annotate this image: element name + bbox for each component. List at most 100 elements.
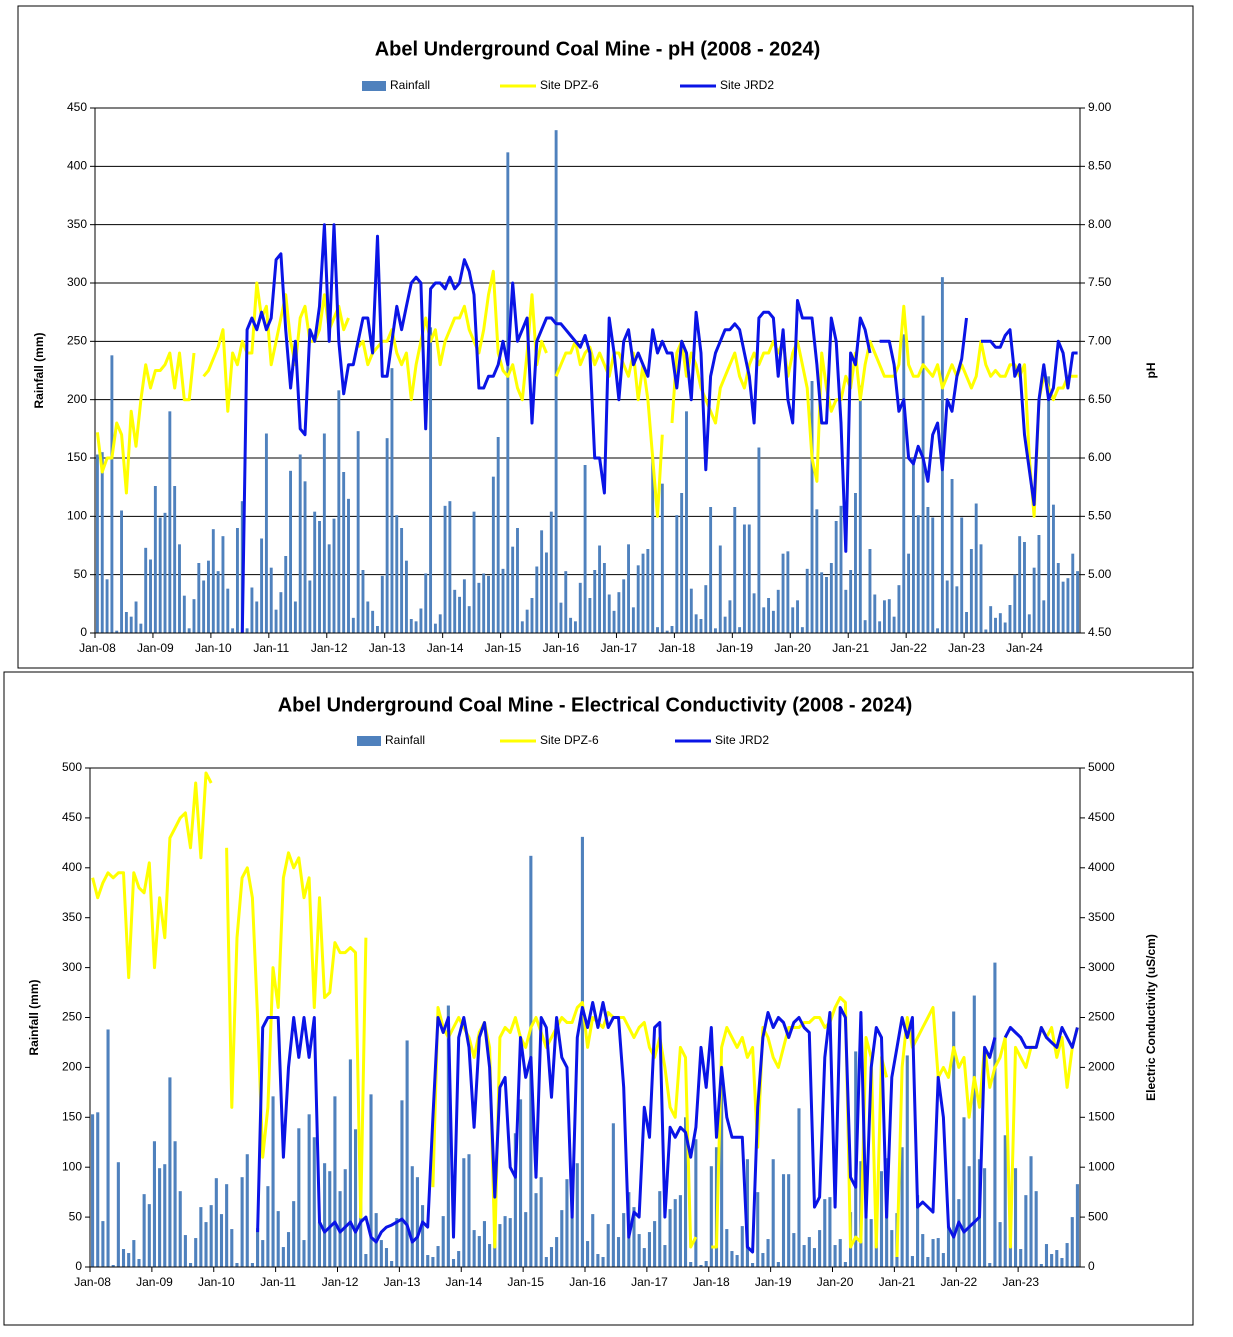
x-tick-label: Jan-10 <box>198 1275 235 1289</box>
bar <box>292 1201 296 1267</box>
bar <box>839 505 843 633</box>
y2-tick-label: 7.00 <box>1088 334 1112 348</box>
bar <box>1070 1217 1074 1267</box>
bar <box>511 546 515 633</box>
bar <box>158 517 162 633</box>
bar <box>892 616 896 633</box>
bar <box>488 1244 492 1267</box>
plot-frame <box>94 107 1081 634</box>
bar <box>348 1059 352 1267</box>
bar <box>1071 553 1075 633</box>
bar <box>960 517 964 633</box>
bar <box>823 1199 827 1267</box>
bar <box>1029 1156 1033 1267</box>
bar <box>1065 1243 1069 1267</box>
bar <box>1066 578 1070 633</box>
bar <box>482 1221 486 1267</box>
bar <box>565 1179 569 1267</box>
bar <box>663 1245 667 1267</box>
bar <box>596 1254 600 1267</box>
bar <box>1013 574 1017 633</box>
legend-swatch <box>357 736 381 746</box>
bar <box>414 621 418 633</box>
legend-label: Rainfall <box>390 78 430 92</box>
bar <box>573 621 577 633</box>
bar <box>501 568 505 633</box>
bar <box>134 601 138 633</box>
bar <box>844 589 848 633</box>
bar <box>812 1248 816 1267</box>
bar <box>766 1239 770 1267</box>
bar <box>588 598 592 633</box>
bar <box>111 1265 115 1267</box>
bar <box>369 1094 373 1267</box>
bar <box>121 1249 126 1267</box>
bar <box>431 1257 435 1267</box>
bar <box>327 544 331 633</box>
bar <box>1061 581 1065 633</box>
y2-tick-label: 8.50 <box>1088 159 1112 173</box>
bar <box>998 613 1002 633</box>
bar <box>921 315 925 633</box>
bar <box>879 1171 884 1267</box>
y-tick-label: 300 <box>67 275 87 289</box>
bar <box>250 1263 254 1267</box>
bar <box>410 1166 414 1267</box>
bar <box>673 1199 677 1267</box>
bar <box>1050 1254 1054 1267</box>
bar <box>946 1226 951 1267</box>
y2-tick-label: 0 <box>1088 1259 1095 1273</box>
bar <box>332 518 336 633</box>
bar <box>187 628 191 633</box>
bar <box>318 521 321 633</box>
bar <box>829 563 833 633</box>
bar <box>900 1147 904 1267</box>
bar <box>307 1114 311 1267</box>
bar <box>570 1198 574 1267</box>
bar <box>384 1248 389 1267</box>
y2-tick-label: 5.00 <box>1088 567 1112 581</box>
bar <box>380 575 384 633</box>
x-tick-label: Jan-11 <box>253 641 289 655</box>
y-tick-label: 350 <box>67 217 87 231</box>
bar <box>761 1253 765 1267</box>
bar <box>266 1186 270 1267</box>
bar <box>426 1255 430 1267</box>
bar <box>685 411 688 633</box>
y-tick-label: 150 <box>62 1109 82 1123</box>
bar <box>446 1005 450 1267</box>
bar <box>714 628 717 633</box>
y-tick-label: 450 <box>62 810 82 824</box>
bar <box>936 628 940 633</box>
bar <box>127 1253 131 1267</box>
bar <box>115 630 119 633</box>
bar <box>810 381 814 633</box>
bar <box>142 1194 146 1267</box>
bar <box>660 483 664 633</box>
bar <box>312 1137 316 1267</box>
bar <box>1003 1135 1007 1267</box>
bar <box>302 1240 306 1267</box>
bar <box>1027 614 1031 633</box>
y-tick-label: 0 <box>80 625 87 639</box>
bar <box>616 1237 621 1267</box>
bar <box>147 1204 151 1267</box>
bar <box>163 512 167 633</box>
bar <box>787 1174 791 1267</box>
bar <box>751 1263 755 1267</box>
bar <box>720 1077 724 1267</box>
bar <box>863 620 867 633</box>
bar <box>733 507 737 633</box>
bar <box>400 1100 404 1267</box>
bar <box>586 1241 590 1267</box>
bar <box>752 593 756 633</box>
bar <box>820 572 824 633</box>
bar <box>1034 1191 1038 1267</box>
x-tick-label: Jan-17 <box>631 1275 668 1289</box>
y-tick-label: 100 <box>62 1159 82 1173</box>
y2-tick-label: 500 <box>1088 1209 1108 1223</box>
x-tick-label: Jan-16 <box>569 1275 606 1289</box>
bar <box>921 1234 925 1267</box>
line-series <box>240 223 1078 634</box>
y2-tick-label: 7.50 <box>1088 275 1112 289</box>
